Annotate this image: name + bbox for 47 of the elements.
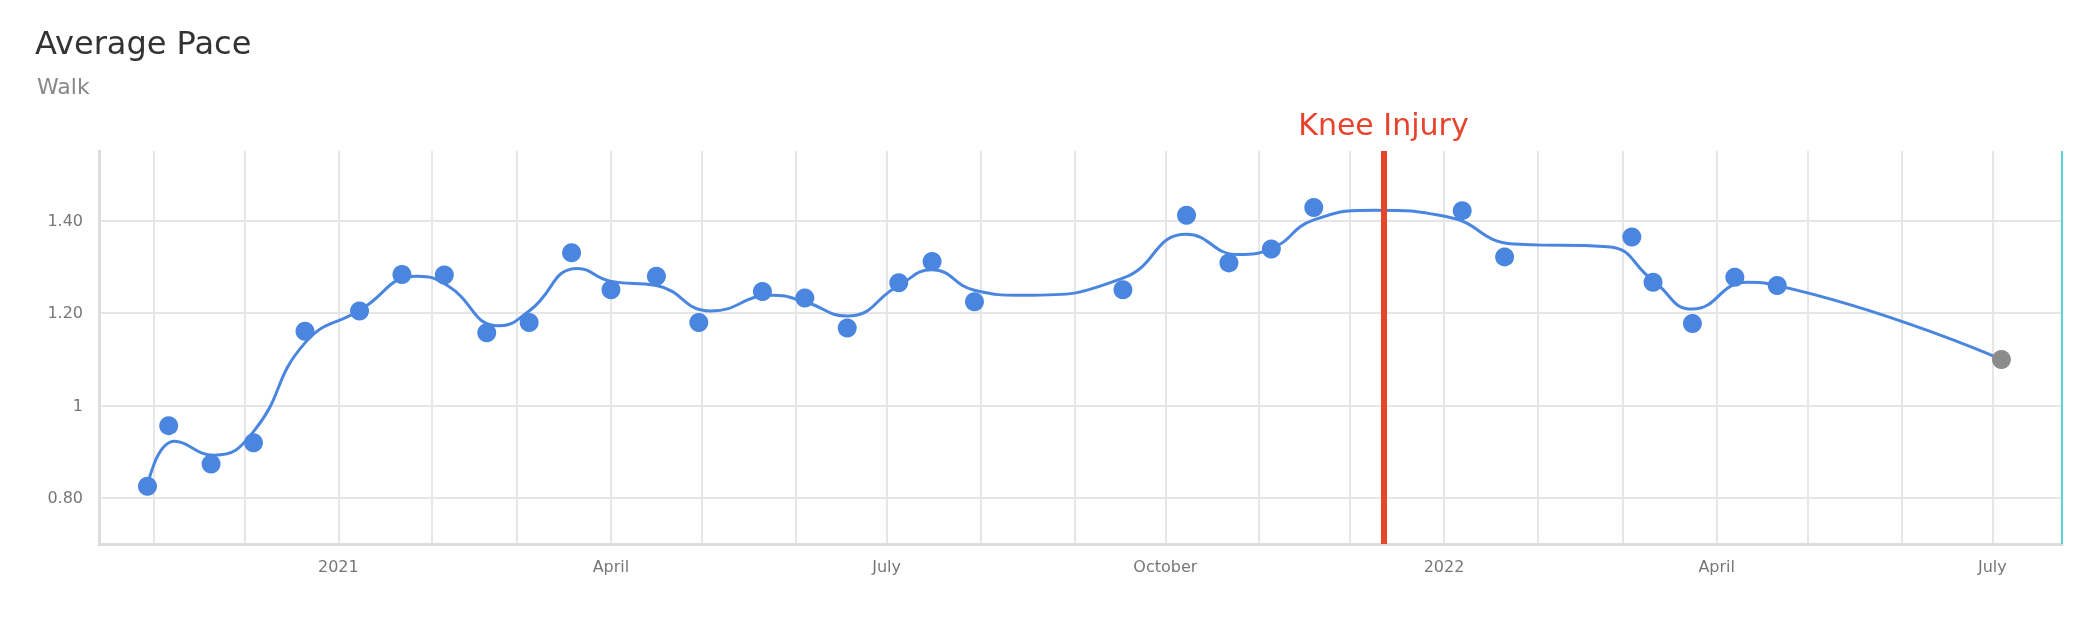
y-tick-label: 1.20 (47, 303, 83, 323)
point (889, 273, 909, 293)
point (1261, 239, 1281, 259)
point (1495, 247, 1515, 267)
point (601, 280, 621, 300)
point (795, 288, 815, 308)
chart-title: Average Pace (35, 24, 252, 62)
point (922, 252, 942, 271)
point (1304, 197, 1324, 217)
x-tick-label: 2022 (1423, 556, 1465, 576)
point (295, 321, 315, 341)
point (1622, 227, 1642, 247)
point (434, 265, 454, 285)
point (646, 266, 666, 286)
point (244, 433, 263, 453)
point (350, 301, 370, 321)
point (964, 292, 984, 312)
point (159, 416, 179, 436)
point (1682, 313, 1702, 333)
point (1452, 201, 1472, 221)
point (562, 243, 582, 263)
point (519, 313, 539, 333)
point (1767, 276, 1787, 296)
point (689, 313, 709, 333)
point (1725, 267, 1745, 287)
point (1219, 253, 1239, 273)
x-tick-label: October (1133, 556, 1198, 576)
y-tick-label: 1.40 (47, 210, 83, 230)
x-tick-label: 2021 (317, 556, 359, 576)
ref-line-label: Knee Injury (1298, 106, 1469, 142)
x-tick-label: April (592, 556, 630, 576)
point (1991, 350, 2011, 370)
point (1177, 205, 1197, 225)
point (1113, 280, 1133, 300)
y-tick-label: 1 (72, 395, 83, 415)
x-tick-label: July (1976, 556, 2007, 576)
point (477, 323, 497, 343)
point (137, 476, 157, 496)
x-tick-label: July (871, 556, 902, 576)
point (392, 264, 412, 284)
point (837, 318, 857, 338)
x-tick-label: April (1698, 556, 1735, 576)
point (1643, 272, 1663, 292)
point (201, 454, 221, 474)
point (752, 282, 772, 302)
y-tick-label: 0.80 (47, 488, 83, 508)
chart-subtitle: Walk (37, 73, 90, 99)
